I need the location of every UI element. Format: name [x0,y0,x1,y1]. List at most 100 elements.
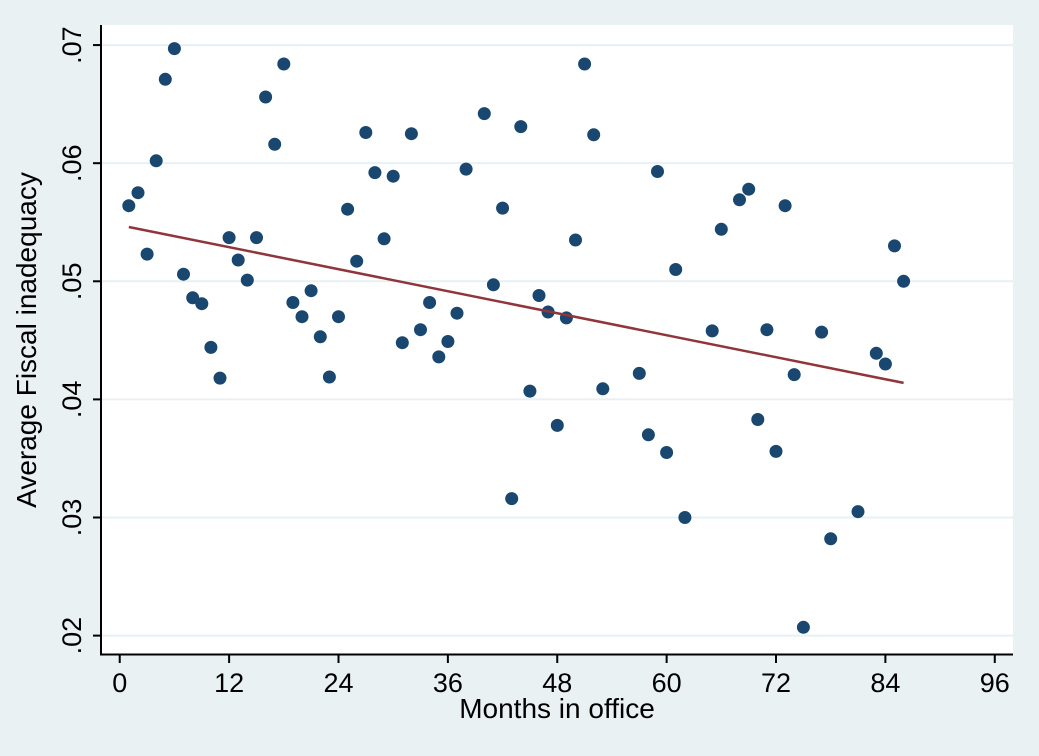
data-point [514,120,528,134]
data-point [459,162,473,176]
data-point [131,186,145,200]
data-point [705,324,719,338]
data-point [177,267,190,281]
data-point [149,154,163,168]
data-point [760,323,774,337]
data-point [769,444,783,458]
x-tick-label: 24 [323,668,353,698]
x-tick-label: 84 [870,668,900,698]
x-ticks [118,654,996,663]
data-point [368,166,382,180]
data-point [240,273,254,287]
x-axis: 0 12 24 36 48 60 72 84 96 Months in office [100,653,1013,724]
data-point [341,202,355,216]
data-point [259,90,273,104]
data-point [641,428,655,442]
data-point [888,239,901,253]
y-tick-labels: .02 .03 .04 .05 .06 .07 [57,26,87,654]
data-point [268,137,282,151]
y-tick-label: .04 [57,381,87,419]
data-point [231,253,245,267]
data-point [869,346,883,360]
x-tick-label: 48 [542,668,572,698]
data-point [587,128,601,142]
plot-area [101,25,1013,655]
data-point [550,418,564,432]
data-point [195,297,209,311]
x-tick-label: 12 [214,668,244,698]
data-point [787,368,801,382]
data-point [441,335,455,348]
data-point [213,371,227,385]
data-point [140,247,154,261]
data-point [815,325,829,339]
data-point [523,384,537,398]
x-tick-label: 96 [980,668,1010,698]
data-point [477,107,491,121]
y-ticks [93,44,101,637]
x-tick-label: 72 [761,668,791,698]
data-point [669,263,683,276]
data-point [158,72,172,86]
data-point [751,413,765,426]
data-point [632,366,646,380]
data-point [505,492,519,506]
y-tick-label: .03 [57,499,87,537]
data-point [578,57,592,71]
data-point [496,201,510,215]
data-point [277,57,291,71]
data-point [796,620,810,634]
data-point [313,330,327,344]
y-tick-label: .02 [57,617,87,655]
y-tick-label: .06 [57,144,87,182]
data-point [359,126,373,139]
data-point [414,323,427,337]
y-axis: .02 .03 .04 .05 .06 .07 Average Fiscal inadeq… [11,25,102,656]
data-point [250,231,263,245]
data-point [660,446,674,459]
data-point [286,296,300,309]
data-point [167,42,181,56]
data-point [714,222,728,236]
data-point [596,382,610,396]
x-tick-label: 0 [112,668,127,698]
x-tick-labels: 0 12 24 36 48 60 72 84 96 [112,668,1010,698]
y-tick-label: .07 [57,26,87,64]
data-point [204,340,218,354]
data-point [395,336,409,350]
data-point [350,254,364,268]
data-point [295,310,309,324]
data-point [386,169,400,183]
data-point [878,357,892,371]
data-point [322,370,336,384]
data-point [432,350,446,364]
data-point [450,306,464,320]
data-point [377,232,391,246]
x-tick-label: 36 [433,668,463,698]
y-tick-label: .05 [57,263,87,301]
fit-line [128,225,904,385]
scatter-series [122,42,911,634]
data-point [742,182,756,196]
data-point [404,127,418,141]
data-point [897,274,911,288]
data-point [778,199,792,213]
x-axis-title: Months in office [459,693,655,724]
data-point [423,296,437,309]
data-point [122,199,136,213]
x-tick-label: 60 [652,668,682,698]
data-point [651,165,664,178]
data-point [851,505,865,519]
y-axis-title: Average Fiscal inadequacy [11,172,42,508]
data-point [733,193,746,207]
regression-line [128,225,904,385]
data-point [222,231,236,245]
data-point [824,532,838,546]
data-point [304,284,318,298]
data-point [569,233,582,247]
data-point [678,511,692,524]
data-point [332,310,345,324]
data-point [532,289,546,302]
